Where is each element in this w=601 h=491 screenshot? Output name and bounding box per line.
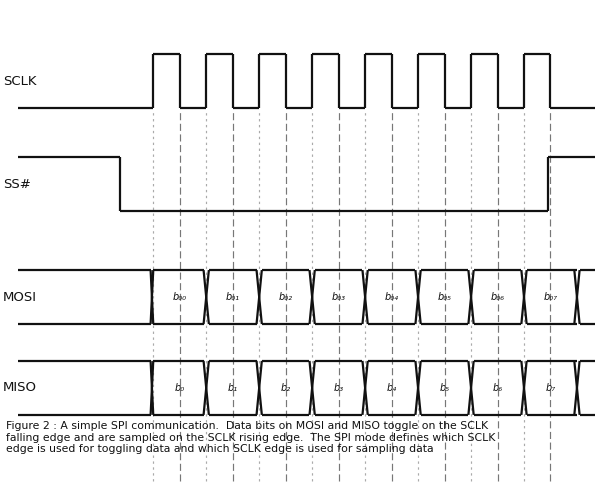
Text: b₀₁: b₀₁: [226, 292, 240, 302]
Text: Figure 2 : A simple SPI communication.  Data bits on MOSI and MISO toggle on the: Figure 2 : A simple SPI communication. D…: [6, 421, 495, 454]
Text: b₅: b₅: [439, 383, 450, 393]
Text: b₀₂: b₀₂: [279, 292, 293, 302]
Text: SS#: SS#: [3, 178, 31, 191]
Text: b₀: b₀: [175, 383, 185, 393]
Text: b₀₄: b₀₄: [385, 292, 398, 302]
Text: b₇: b₇: [546, 383, 555, 393]
Text: b₆: b₆: [492, 383, 502, 393]
Text: b₀₀: b₀₀: [172, 292, 187, 302]
Text: b₃: b₃: [334, 383, 344, 393]
Text: b₄: b₄: [386, 383, 397, 393]
Text: MISO: MISO: [3, 382, 37, 394]
Text: b₀₅: b₀₅: [438, 292, 451, 302]
Text: MOSI: MOSI: [3, 291, 37, 303]
Text: b₂: b₂: [281, 383, 291, 393]
Text: b₁: b₁: [228, 383, 238, 393]
Text: SCLK: SCLK: [3, 75, 37, 87]
Text: b₀₇: b₀₇: [543, 292, 558, 302]
Text: b₀₆: b₀₆: [490, 292, 504, 302]
Text: b₀₃: b₀₃: [332, 292, 346, 302]
